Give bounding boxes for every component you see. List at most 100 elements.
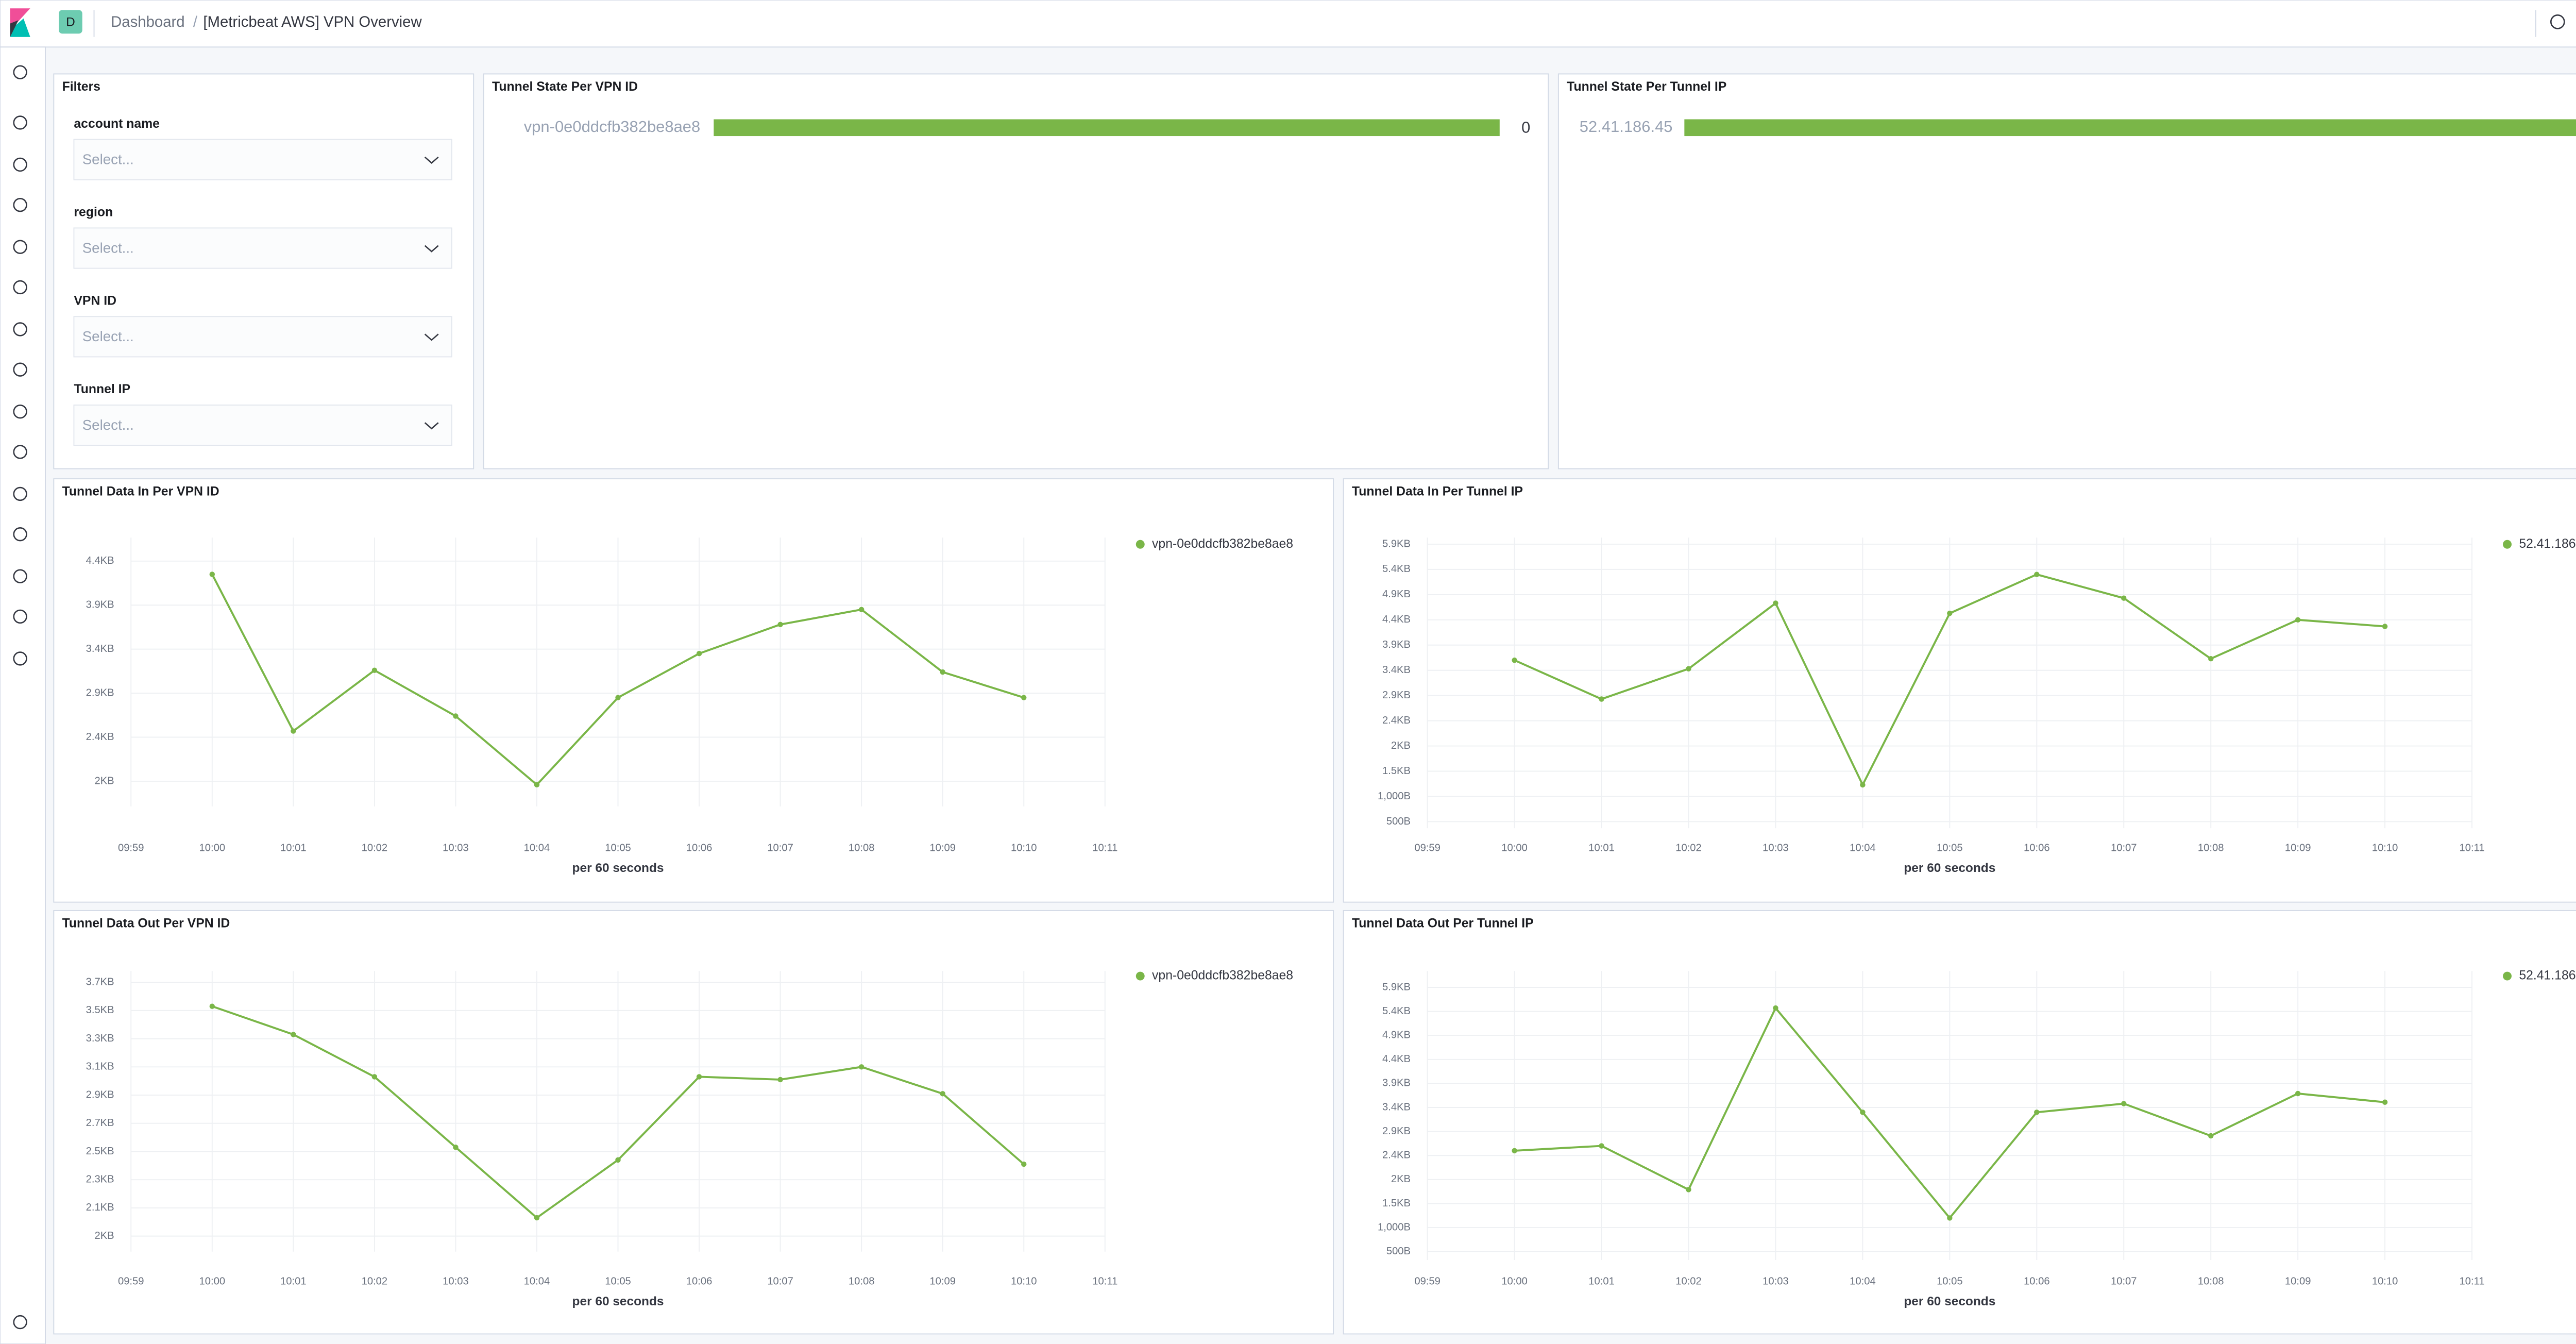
- filter-label: VPN ID: [74, 294, 116, 308]
- nav-icon[interactable]: [13, 322, 27, 337]
- nav-icons: [13, 65, 27, 1330]
- y-tick-label: 2.4KB: [1382, 715, 1411, 726]
- breadcrumb-link[interactable]: Dashboard: [111, 13, 184, 30]
- y-tick-label: 4.4KB: [86, 555, 114, 566]
- x-tick-label: 10:08: [849, 843, 875, 854]
- filter-select[interactable]: [73, 405, 452, 446]
- legend-label[interactable]: 52.41.186.45: [2519, 537, 2576, 551]
- panel-title: Tunnel State Per VPN ID: [492, 80, 638, 94]
- x-tick-label: 10:03: [1762, 1276, 1789, 1287]
- x-tick-label: 10:03: [1762, 843, 1789, 854]
- nav-icon[interactable]: [13, 280, 27, 295]
- bar: [714, 119, 1500, 137]
- data-point: [777, 1077, 783, 1083]
- panel-title: Filters: [62, 80, 100, 94]
- data-point: [940, 669, 945, 675]
- breadcrumb-separator: /: [193, 13, 198, 30]
- x-tick-label: 10:11: [1092, 843, 1117, 854]
- data-point: [209, 1003, 215, 1009]
- nav-icon[interactable]: [13, 527, 27, 542]
- data-point: [209, 572, 215, 577]
- y-tick-label: 1,000B: [1378, 791, 1411, 802]
- nav-icon[interactable]: [13, 569, 27, 583]
- y-tick-label: 5.9KB: [1382, 538, 1411, 549]
- legend-label[interactable]: vpn-0e0ddcfb382be8ae8: [1152, 969, 1293, 983]
- x-axis-label: per 60 seconds: [1904, 861, 1995, 875]
- x-tick-label: 10:01: [280, 843, 307, 854]
- y-tick-label: 2.9KB: [86, 687, 114, 698]
- side-nav: [0, 46, 46, 1344]
- x-tick-label: 10:05: [605, 843, 631, 854]
- y-tick-label: 5.9KB: [1382, 981, 1411, 993]
- y-tick-label: 2KB: [94, 775, 114, 786]
- x-tick-label: 10:10: [2372, 843, 2398, 854]
- space-badge[interactable]: [59, 10, 82, 34]
- filter-placeholder: Select...: [82, 328, 134, 344]
- legend-swatch: [2503, 971, 2512, 981]
- filter-select[interactable]: [73, 316, 452, 358]
- data-point: [1860, 1110, 1866, 1115]
- x-tick-label: 10:08: [2198, 1276, 2224, 1287]
- x-tick-label: 10:01: [1588, 843, 1615, 854]
- x-tick-label: 10:04: [524, 1276, 550, 1287]
- data-point: [291, 1032, 296, 1037]
- nav-icon[interactable]: [13, 198, 27, 212]
- filter-select[interactable]: [73, 139, 452, 180]
- y-tick-label: 3.1KB: [86, 1061, 114, 1072]
- data-point: [371, 667, 378, 673]
- kibana-logo[interactable]: [10, 8, 30, 37]
- filter-controls: account name Select... region Select... VPN …: [73, 117, 452, 446]
- x-tick-label: 10:10: [1011, 1276, 1037, 1287]
- nav-icon[interactable]: [13, 1315, 27, 1330]
- nav-icon[interactable]: [13, 405, 27, 419]
- y-tick-label: 2.9KB: [1382, 1125, 1411, 1137]
- data-point: [2034, 572, 2040, 577]
- y-tick-label: 2KB: [1391, 1173, 1411, 1185]
- y-tick-label: 1.5KB: [1382, 765, 1411, 777]
- nav-icon[interactable]: [13, 115, 27, 130]
- nav-icon[interactable]: [13, 651, 27, 666]
- data-point: [2382, 1099, 2388, 1105]
- x-tick-label: 10:02: [1675, 843, 1702, 854]
- legend-label[interactable]: 52.41.186.45: [2519, 969, 2576, 983]
- dropdown-arrow: [424, 422, 439, 430]
- filter-select[interactable]: [73, 227, 452, 269]
- nav-icon[interactable]: [13, 486, 27, 501]
- nav-icon[interactable]: [13, 362, 27, 377]
- data-point: [2208, 656, 2214, 662]
- nav-icon[interactable]: [13, 240, 27, 254]
- x-tick-label: 10:00: [1501, 843, 1528, 854]
- y-tick-label: 4.9KB: [1382, 589, 1411, 600]
- x-tick-label: 10:10: [1011, 843, 1037, 854]
- legend-label[interactable]: vpn-0e0ddcfb382be8ae8: [1152, 537, 1293, 551]
- data-point: [2121, 1101, 2127, 1106]
- y-tick-label: 3.9KB: [1382, 639, 1411, 650]
- y-tick-label: 500B: [1386, 816, 1411, 827]
- data-point: [1773, 600, 1778, 606]
- x-tick-label: 10:07: [2111, 1276, 2137, 1287]
- data-point: [1599, 696, 1604, 702]
- panel: [1343, 478, 2576, 903]
- x-tick-label: 10:01: [280, 1276, 307, 1287]
- header-bar: [0, 0, 2576, 48]
- data-point: [696, 1074, 702, 1080]
- y-tick-label: 3.4KB: [86, 643, 114, 654]
- y-tick-label: 2.7KB: [86, 1117, 114, 1129]
- help-icon[interactable]: [2550, 14, 2565, 29]
- filter-label: account name: [74, 117, 160, 131]
- y-tick-label: 3.5KB: [86, 1004, 114, 1016]
- nav-icon[interactable]: [13, 445, 27, 459]
- x-tick-label: 10:06: [2024, 843, 2050, 854]
- data-point: [940, 1091, 945, 1097]
- y-tick-label: 2.1KB: [86, 1202, 114, 1213]
- bar: [1684, 119, 2576, 137]
- x-tick-label: 10:05: [605, 1276, 631, 1287]
- x-tick-label: 10:03: [443, 1276, 469, 1287]
- y-tick-label: 3.3KB: [86, 1033, 114, 1044]
- data-point: [777, 621, 783, 628]
- nav-icon[interactable]: [13, 609, 27, 624]
- y-tick-label: 3.4KB: [1382, 1101, 1411, 1113]
- filter-label: Tunnel IP: [74, 382, 130, 396]
- nav-icon[interactable]: [13, 65, 27, 79]
- nav-icon[interactable]: [13, 157, 27, 172]
